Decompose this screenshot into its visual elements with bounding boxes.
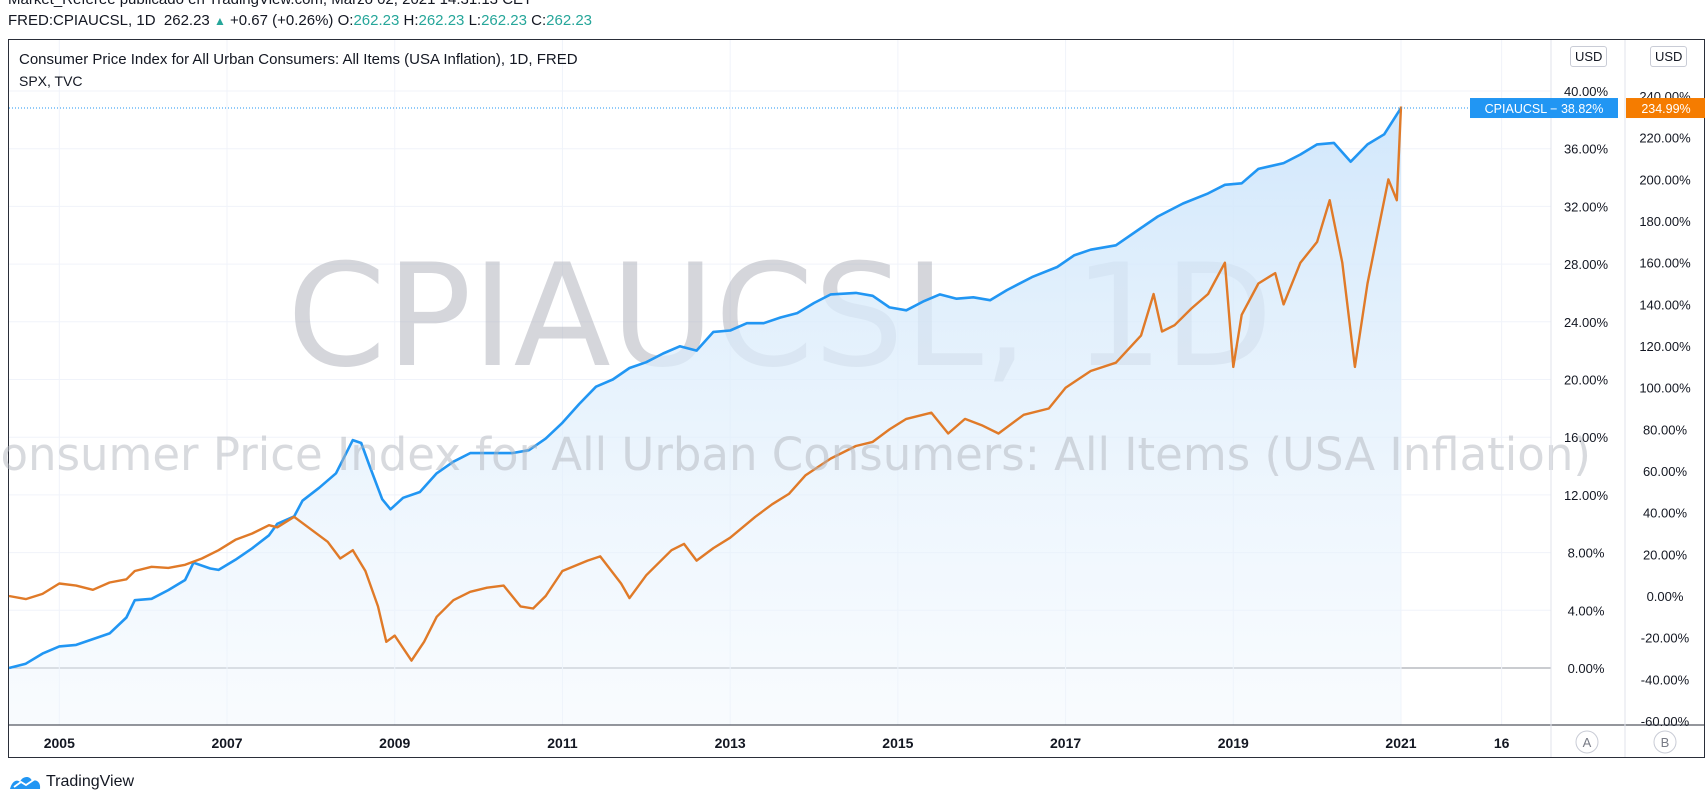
chart-frame [8,39,1705,758]
y-left-tick-label: 0.00% [1568,661,1605,676]
legend-title[interactable]: Consumer Price Index for All Urban Consu… [19,51,578,68]
high-value: 262.23 [418,12,465,29]
y-left-tick-label: 40.00% [1564,84,1609,99]
y-right-tick-label: -40.00% [1641,672,1690,687]
axes-layer: 0.00% 4.00% 8.00% 12.00% 16.00% 20.00% 24.00% 2… [9,40,1705,757]
y-right-tick-label: -60.00% [1641,714,1690,729]
last-price: 262.23 [163,12,210,29]
x-tick-label: 2021 [1385,735,1416,751]
spx-price-tag [1626,98,1705,119]
x-tick-label: 2011 [547,735,578,751]
close-label: C: [531,12,547,29]
x-tick-label: 2019 [1218,735,1249,751]
price-change: +0.67 (+0.26%) [230,12,334,29]
open-label: O: [337,12,354,29]
y-left-tick-label: 4.00% [1568,603,1605,618]
auto-scale-b-button-label: B [1661,735,1670,750]
y-right-tick-label: 60.00% [1643,464,1688,479]
y-left-tick-label: 28.00% [1564,257,1609,272]
cpi-area-fill [9,108,1401,725]
low-value: 262.23 [481,12,527,29]
cpi-price-tag-label: CPIAUCSL − 38.82% [1485,102,1604,116]
y-right-tick-label: 200.00% [1639,172,1691,187]
y-right-tick-label: 120.00% [1639,339,1691,354]
y-left-tick-label: 24.00% [1564,315,1609,330]
auto-scale-b-button[interactable]: B [1653,730,1677,754]
up-arrow-icon: ▲ [213,14,226,28]
low-label: L: [468,12,482,29]
symbol-name: FRED:CPIAUCSL, 1D [8,12,156,29]
left-scale-currency-button[interactable]: USD [1570,46,1608,67]
x-tick-label: 2005 [44,735,75,751]
y-right-tick-label: 0.00% [1647,589,1684,604]
high-label: H: [403,12,419,29]
y-left-tick-label: 16.00% [1564,430,1609,445]
close-value: 262.23 [546,12,593,29]
x-tick-label: 2007 [211,735,242,751]
y-right-tick-label: 20.00% [1643,547,1688,562]
auto-scale-a-button[interactable]: A [1575,730,1599,754]
x-tick-label: 2009 [379,735,410,751]
cpi-series-line [8,107,1403,670]
spx-price-tag-label: 234.99% [1641,102,1690,116]
cpi-price-tag [1470,98,1618,119]
x-tick-label: 2015 [882,735,913,751]
y-right-tick-label: 220.00% [1639,131,1691,146]
y-left-tick-label: 12.00% [1564,488,1609,503]
brand-name: TradingView [46,773,135,790]
y-right-tick-label: 80.00% [1643,422,1688,437]
y-left-tick-label: 8.00% [1568,546,1605,561]
x-tick-label: 2017 [1050,735,1081,751]
price-tags: CPIAUCSL − 38.82% 234.99% [9,98,1705,119]
y-left-tick-label: 36.00% [1564,142,1609,157]
spx-series-line [8,106,1403,662]
legend-compare[interactable]: SPX, TVC [19,73,83,89]
right-scale-currency-button[interactable]: USD [1650,46,1688,67]
tradingview-logo-icon [10,776,41,789]
y-left-tick-label: 32.00% [1564,199,1609,214]
watermark-description: Consumer Price Index for All Urban Consu… [0,428,1591,481]
auto-scale-a-button-circle [1575,730,1599,754]
published-caption: Market_Referee publicado en TradingView.… [8,0,532,8]
y-right-tick-label: 100.00% [1639,381,1691,396]
auto-scale-b-button-circle [1653,730,1677,754]
y-right-tick-label: 40.00% [1643,506,1688,521]
y-right-tick-label: 140.00% [1639,297,1691,312]
y-left-tick-label: 20.00% [1564,373,1609,388]
footer-brand[interactable]: TradingView [8,772,134,792]
y-right-tick-label: 160.00% [1639,256,1691,271]
series-layer [8,106,1403,725]
y-right-tick-label: -20.00% [1641,631,1690,646]
auto-scale-a-button-label: A [1583,735,1592,750]
open-value: 262.23 [353,12,400,29]
x-tick-label: 16 [1494,735,1510,751]
y-right-tick-label: 180.00% [1639,214,1691,229]
symbol-quote-line: FRED:CPIAUCSL, 1D 262.23 ▲ +0.67 (+0.26%… [8,12,592,29]
x-tick-label: 2013 [715,735,746,751]
